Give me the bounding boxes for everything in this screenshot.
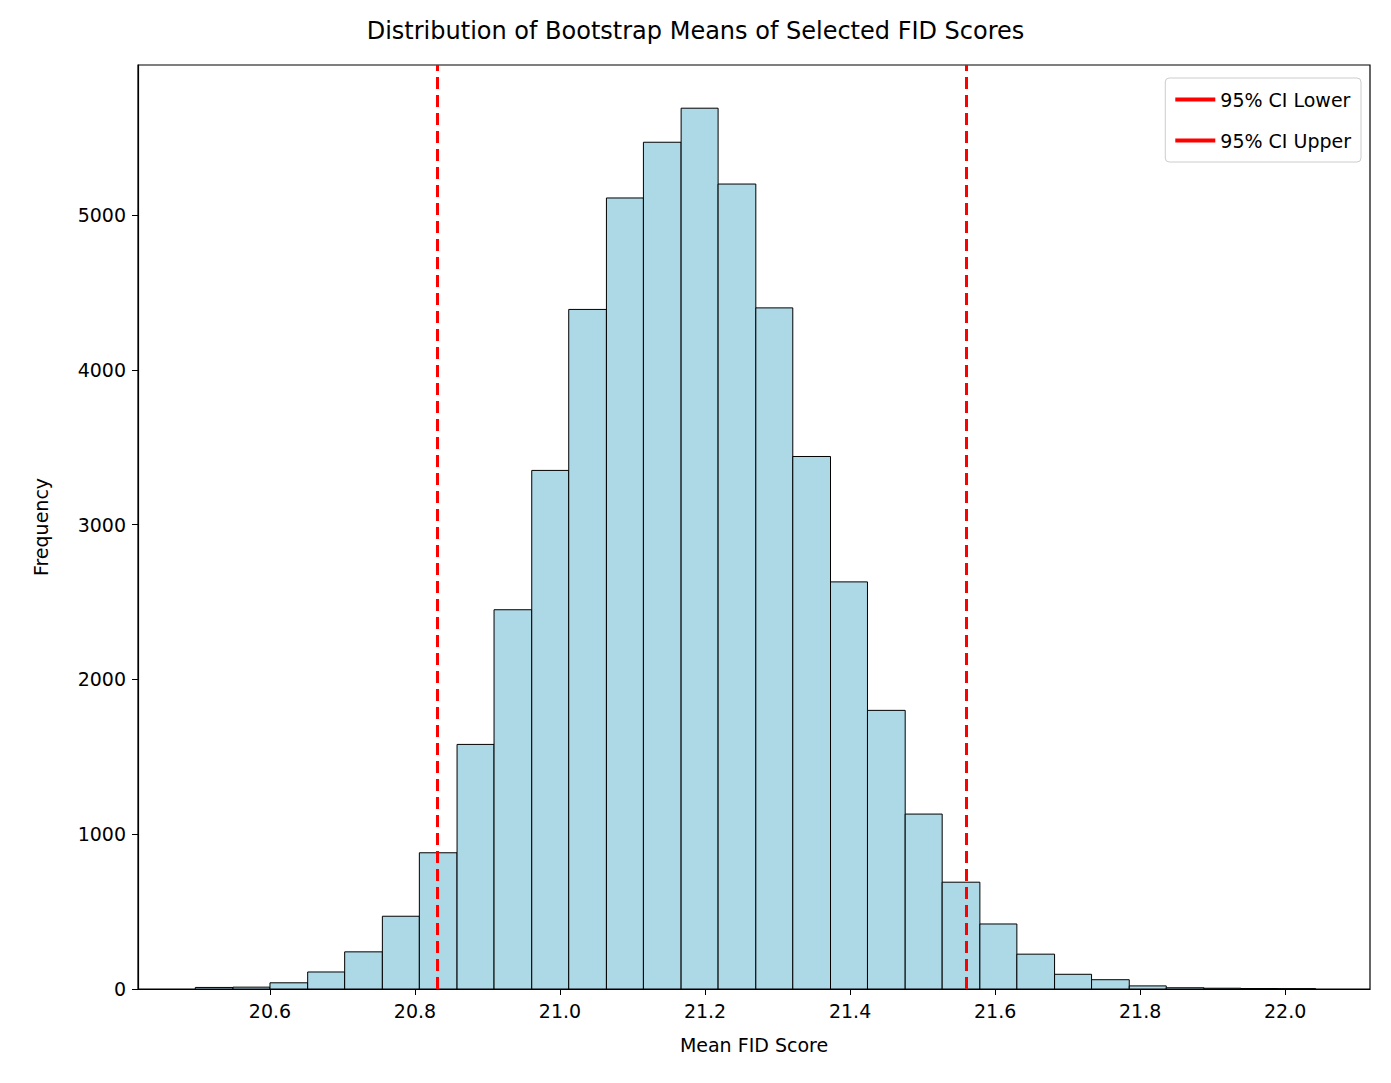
svg-text:21.8: 21.8 [1119, 1000, 1161, 1022]
svg-text:3000: 3000 [78, 514, 126, 536]
svg-text:95% CI Upper: 95% CI Upper [1220, 130, 1351, 152]
svg-text:Mean FID Score: Mean FID Score [680, 1034, 828, 1056]
svg-text:22.0: 22.0 [1264, 1000, 1306, 1022]
svg-text:21.4: 21.4 [829, 1000, 871, 1022]
svg-text:21.0: 21.0 [539, 1000, 581, 1022]
svg-text:21.2: 21.2 [684, 1000, 726, 1022]
svg-text:Distribution of Bootstrap Mean: Distribution of Bootstrap Means of Selec… [367, 17, 1025, 45]
svg-text:1000: 1000 [78, 823, 126, 845]
svg-text:2000: 2000 [78, 668, 126, 690]
svg-text:5000: 5000 [78, 204, 126, 226]
svg-text:21.6: 21.6 [974, 1000, 1016, 1022]
svg-text:0: 0 [114, 978, 126, 1000]
svg-text:95% CI Lower: 95% CI Lower [1220, 89, 1350, 111]
svg-text:20.8: 20.8 [394, 1000, 436, 1022]
svg-text:4000: 4000 [78, 359, 126, 381]
svg-text:20.6: 20.6 [249, 1000, 291, 1022]
svg-text:Frequency: Frequency [30, 478, 52, 576]
